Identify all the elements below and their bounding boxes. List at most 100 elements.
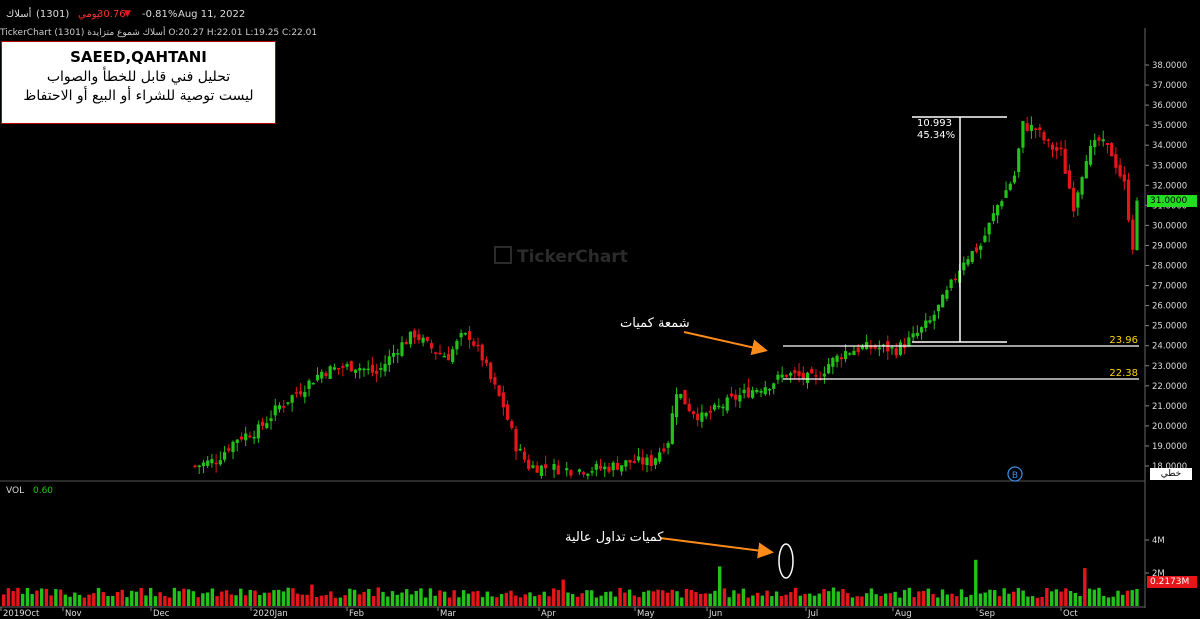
candle-body [303, 391, 307, 398]
time-tick-label: Jun [708, 609, 722, 619]
volume-bar [333, 597, 338, 606]
candle-body [1008, 183, 1012, 190]
measure-tool[interactable]: 10.993 45.34% [912, 116, 1007, 343]
candle-body [1063, 148, 1067, 174]
candle-body [218, 460, 222, 465]
candle-body [941, 294, 945, 308]
candle-body [379, 368, 383, 370]
price-tick-label: 35.0000 [1152, 121, 1187, 131]
volume-bar [295, 593, 300, 606]
candle-body [991, 213, 995, 222]
volume-bar [618, 587, 622, 606]
volume-bar [680, 597, 684, 606]
candle-body [936, 304, 941, 312]
candle-body [193, 465, 197, 468]
time-tick-label: Sep [979, 609, 995, 619]
price-tick-label: 27.0000 [1152, 282, 1187, 292]
candle-body [429, 342, 434, 349]
candle-body [277, 405, 282, 410]
candle-body [294, 392, 298, 394]
price-tick-label: 30.0000 [1152, 221, 1187, 231]
candle-body [1004, 190, 1008, 198]
candle-body [1050, 144, 1055, 150]
volume-bar [902, 589, 907, 606]
candle-body [311, 382, 315, 385]
candle-body [674, 394, 679, 418]
candle-body [687, 403, 691, 412]
volume-bar [386, 596, 390, 606]
candle-body [1118, 164, 1122, 177]
candle-body [873, 345, 877, 349]
volume-bar [604, 591, 608, 606]
volume-bar [376, 587, 380, 606]
volume-bar [623, 592, 627, 606]
candle-body [484, 359, 489, 364]
candle-body [1093, 140, 1097, 147]
volume-bar [661, 590, 665, 606]
candle-body [932, 314, 936, 321]
volume-bar [997, 596, 1002, 606]
volume-bar [552, 588, 556, 606]
level-upper-label: 23.96 [1109, 335, 1138, 346]
volume-bar [978, 593, 983, 606]
candle-body [658, 452, 662, 462]
b-marker[interactable]: B [1007, 466, 1023, 482]
candle-body [1055, 147, 1059, 151]
volume-bar [964, 597, 968, 606]
candle-body [708, 410, 712, 413]
volume-bar [575, 596, 580, 606]
candle-body [1067, 170, 1072, 189]
price-tick-label: 38.0000 [1152, 61, 1187, 71]
volume-bar [248, 589, 252, 606]
candle-body [776, 374, 780, 380]
volume-bar [561, 579, 565, 606]
price-tick-label: 37.0000 [1152, 81, 1187, 91]
candle-body [894, 348, 898, 356]
volume-bar [632, 595, 637, 606]
volume-bar [314, 596, 319, 606]
volume-bar [63, 594, 68, 606]
volume-bar [727, 597, 731, 606]
symbol-code: (1301) [36, 9, 70, 20]
volume-bar [348, 588, 352, 606]
candle-body [641, 457, 645, 465]
volume-bar [547, 596, 551, 606]
volume-bar [841, 589, 845, 606]
volume-bar [215, 596, 219, 606]
volume-bar [25, 587, 30, 606]
candle-body [337, 367, 341, 370]
candle-body [552, 463, 556, 470]
line-type-button[interactable]: خطي [1150, 468, 1192, 480]
candle-body [966, 259, 970, 265]
candle-body [586, 473, 590, 476]
analyst-note[interactable]: SAEED,QAHTANI تحليل فني قابل للخطأ والصو… [1, 41, 276, 124]
candle-body [877, 347, 881, 350]
volume-bar [201, 593, 205, 606]
volume-bar [1030, 596, 1035, 606]
volume-bar [471, 591, 475, 606]
candle-body [1042, 132, 1046, 141]
volume-bar [172, 587, 177, 606]
candle-body [324, 372, 328, 377]
note-author: SAEED,QAHTANI [70, 48, 207, 66]
volume-bar [414, 590, 418, 606]
volume-bar [2, 594, 6, 606]
volume-bar [1049, 591, 1054, 606]
price-tick-label: 22.0000 [1152, 382, 1187, 392]
candle-body [700, 412, 704, 422]
candle-body [662, 448, 666, 452]
vol-label: VOL [6, 486, 25, 496]
candle-body [315, 374, 320, 381]
volume-bar [921, 590, 926, 606]
candle-body [565, 468, 569, 471]
volume-bar [73, 592, 77, 606]
candle-body [810, 368, 814, 374]
candle-body [1105, 143, 1110, 146]
level-lines[interactable]: 23.96 22.38 [783, 335, 1139, 380]
volume-bar [1002, 588, 1006, 606]
candle-body [767, 388, 772, 391]
volume-bar [267, 592, 271, 606]
candle-body [598, 465, 603, 469]
measure-percent: 45.34% [917, 130, 955, 141]
